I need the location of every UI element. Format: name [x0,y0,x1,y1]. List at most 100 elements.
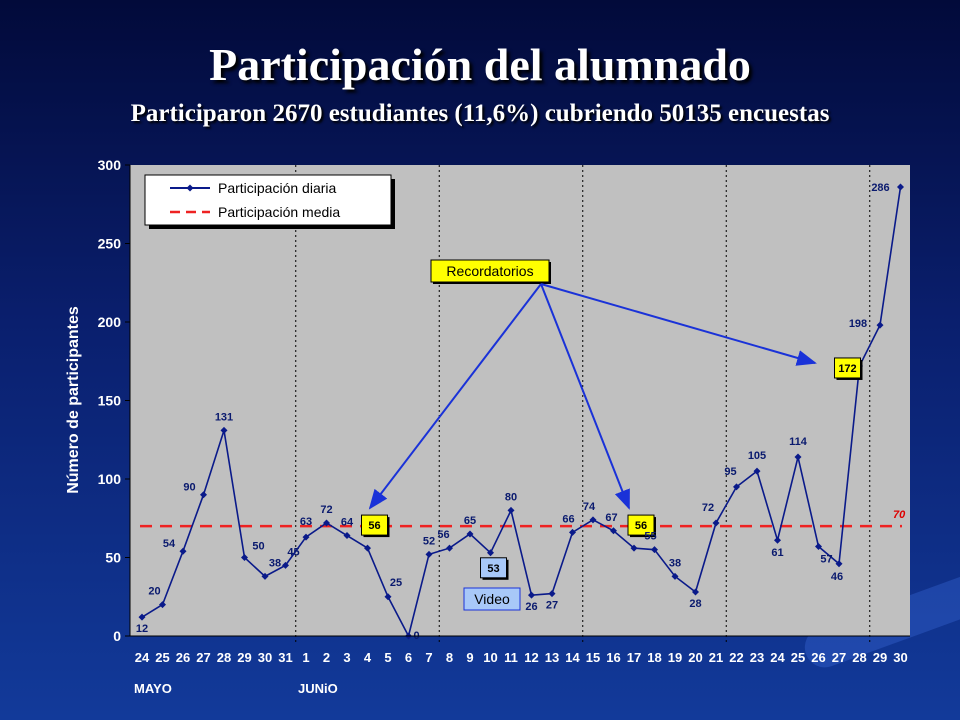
x-tick-label: 28 [852,650,866,665]
data-point [179,547,187,555]
x-tick-label: 2 [323,650,330,665]
data-label: 46 [831,571,843,583]
daily-series-line [141,186,902,639]
x-tick-label: 5 [384,650,391,665]
data-label: 56 [437,529,449,541]
x-tick-label: 25 [155,650,169,665]
annotation-video: Video [474,591,510,607]
data-label-box [834,357,861,379]
mean-label: 70 [893,509,906,521]
annotation-recordatorios-box [430,259,550,283]
x-tick-label: 19 [668,650,682,665]
data-label-box [480,557,507,579]
x-tick-label: 25 [791,650,805,665]
data-point [692,588,699,596]
data-label: 105 [748,450,766,462]
slide-subtitle: Participaron 2670 estudiantes (11,6%) cu… [130,100,830,127]
data-point [815,543,822,551]
data-label: 50 [252,541,264,553]
data-point [323,519,330,527]
x-tick-label: 28 [217,650,231,665]
y-axis-label: Número de participantes [65,306,82,494]
data-label: 28 [689,598,701,610]
x-tick-label: 9 [466,650,473,665]
x-tick-label: 26 [811,650,825,665]
data-label: 172 [838,363,856,375]
x-tick-label: 27 [832,650,846,665]
data-point [159,601,166,609]
data-point [220,426,228,434]
plot-area [130,165,910,636]
annotation-video-box [463,587,521,611]
legend-daily-marker [186,184,194,192]
data-label: 74 [583,501,596,513]
data-point [794,453,802,461]
x-tick-label: 6 [405,650,412,665]
data-label: 27 [546,600,558,612]
data-point [835,560,843,568]
x-tick-label: 23 [750,650,764,665]
data-point [733,483,740,491]
data-point [302,533,310,541]
x-tick-label: 24 [135,650,150,665]
data-label: 72 [702,502,714,514]
data-point [569,528,576,536]
data-point [671,572,679,580]
data-point [528,591,535,599]
y-tick-label: 250 [98,236,122,252]
data-label: 64 [341,517,354,529]
data-point [774,536,781,544]
data-point [630,544,638,552]
data-label: 65 [464,515,476,527]
y-tick-label: 150 [98,393,122,409]
x-tick-label: 18 [647,650,661,665]
x-tick-label: 8 [446,650,453,665]
x-tick-label: 29 [873,650,887,665]
x-tick-label: 12 [524,650,538,665]
x-tick-label: 29 [237,650,251,665]
data-label: 286 [871,182,889,194]
data-point [364,544,371,552]
legend-daily-label: Participación diaria [218,180,336,196]
annotation-arrow [540,283,630,510]
data-label-box [361,514,388,536]
data-point [753,467,761,475]
data-label: 57 [820,554,832,566]
data-label: 198 [849,318,867,330]
data-point [610,527,617,535]
data-point [343,532,351,540]
y-tick-label: 50 [105,550,121,566]
data-point [548,590,556,598]
data-point [466,530,474,538]
x-tick-label: 11 [504,650,518,665]
x-tick-label: 27 [196,650,210,665]
x-tick-label: 1 [302,650,309,665]
data-label: 12 [136,623,148,635]
data-point [876,321,884,329]
slide-title: Participación del alumnado [209,39,751,90]
x-tick-label: 26 [176,650,190,665]
x-tick-label: 4 [364,650,372,665]
data-label: 95 [724,466,736,478]
data-point [282,561,289,569]
y-tick-label: 300 [98,157,122,173]
data-label: 72 [320,504,332,516]
x-tick-label: 7 [425,650,432,665]
annotation-recordatorios: Recordatorios [446,263,533,279]
y-tick-label: 200 [98,314,122,330]
x-tick-label: 13 [545,650,559,665]
data-point [138,613,146,621]
data-label: 131 [215,411,233,423]
data-label: 38 [669,557,681,569]
x-tick-label: 16 [606,650,620,665]
month-label: JUNiO [298,681,338,696]
x-tick-label: 31 [278,650,292,665]
data-point [487,549,494,557]
data-label: 38 [269,557,281,569]
data-point [200,491,207,499]
data-label: 45 [287,546,299,558]
data-label: 52 [423,535,435,547]
x-tick-label: 22 [729,650,743,665]
data-label: 20 [148,586,160,598]
